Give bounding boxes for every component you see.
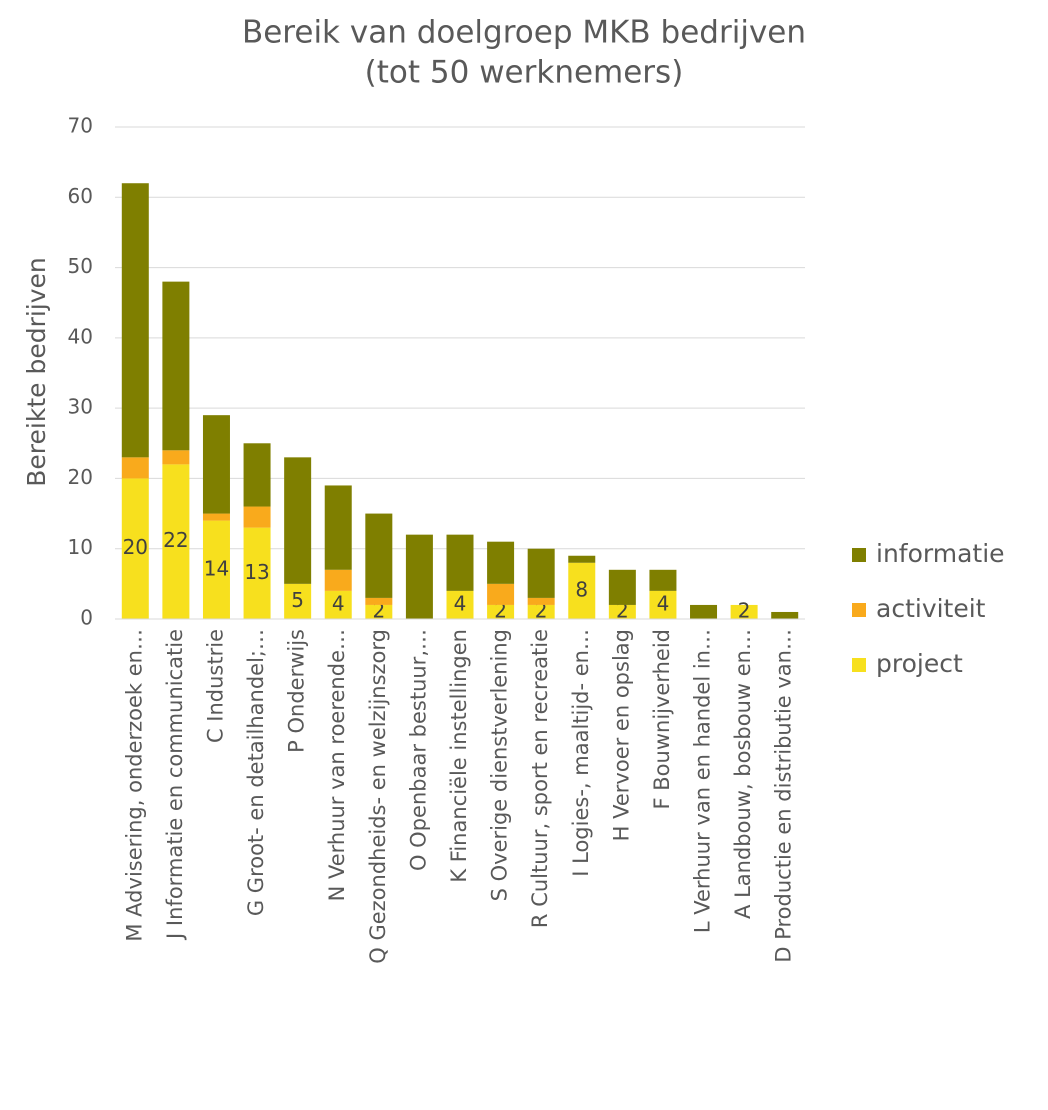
y-tick-label: 50	[68, 254, 93, 278]
x-tick-label: A Landbouw, bosbouw en…	[731, 629, 755, 919]
bar-segment	[405, 534, 433, 619]
x-tick-label: R Cultuur, sport en recreatie	[528, 629, 552, 928]
data-label: 2	[738, 598, 751, 622]
legend-swatch	[852, 658, 866, 672]
bar-segment	[649, 590, 677, 619]
bar-segment	[162, 450, 190, 465]
x-tick-label: S Overige dienstverlening	[488, 629, 512, 901]
x-tick-label: L Verhuur van en handel in…	[691, 629, 715, 933]
bar-segment	[649, 569, 677, 591]
data-label: 4	[332, 591, 345, 615]
bar-segment	[446, 590, 474, 619]
bar-segment	[487, 604, 515, 619]
bar-segment	[121, 478, 149, 619]
bar-segment	[568, 562, 596, 619]
data-label: 5	[291, 588, 304, 612]
bar-segment	[365, 513, 393, 598]
legend-label: activiteit	[876, 594, 986, 623]
bar-segment	[487, 541, 515, 584]
x-tick-label: F Bouwnijverheid	[650, 629, 674, 809]
bar-segment	[365, 597, 393, 605]
bar-segment	[487, 583, 515, 605]
data-label: 22	[163, 528, 188, 552]
bar-segment	[365, 604, 393, 619]
bar-segment	[690, 604, 718, 619]
x-tick-label: G Groot- en detailhandel;…	[244, 629, 268, 916]
legend-swatch	[852, 603, 866, 617]
legend-label: project	[876, 649, 963, 678]
chart-title: Bereik van doelgroep MKB bedrijven	[242, 15, 806, 51]
x-tick-label: Q Gezondheids- en welzijnszorg	[366, 629, 390, 964]
x-tick-label: N Verhuur van roerende…	[325, 629, 349, 901]
x-tick-label: O Openbaar bestuur,…	[406, 629, 430, 871]
bar-segment	[121, 457, 149, 479]
data-label: 20	[123, 535, 148, 559]
y-axis-label: Bereikte bedrijven	[22, 257, 51, 487]
y-tick-label: 40	[68, 324, 93, 348]
x-tick-label: P Onderwijs	[285, 629, 309, 753]
data-label: 4	[454, 591, 467, 615]
y-tick-label: 0	[80, 606, 93, 630]
y-tick-label: 30	[68, 395, 93, 419]
bar-segment	[121, 183, 149, 458]
x-tick-label: M Advisering, onderzoek en…	[122, 629, 146, 942]
bar-segment	[162, 281, 190, 451]
chart-title: (tot 50 werknemers)	[365, 55, 684, 91]
bar-segment	[527, 548, 555, 598]
bar-segment	[284, 457, 312, 584]
bar-segment	[568, 555, 596, 563]
y-tick-label: 60	[68, 184, 93, 208]
bar-segment	[324, 590, 352, 619]
bar-segment	[527, 604, 555, 619]
legend-label: informatie	[876, 539, 1005, 568]
y-tick-label: 20	[68, 465, 93, 489]
x-tick-label: C Industrie	[203, 629, 227, 743]
x-tick-label: H Vervoer en opslag	[609, 629, 633, 841]
bar-segment	[284, 583, 312, 619]
x-tick-label: J Informatie en communicatie	[163, 629, 187, 941]
bar-segment	[324, 569, 352, 591]
bar-segment	[446, 534, 474, 591]
x-tick-label: I Logies-, maaltijd- en…	[569, 629, 593, 877]
bar-segment	[608, 569, 636, 605]
bar-segment	[243, 506, 271, 528]
bar-segment	[527, 597, 555, 605]
y-tick-label: 10	[68, 535, 93, 559]
y-tick-label: 70	[68, 114, 93, 138]
bar-segment	[730, 604, 758, 619]
data-label: 13	[244, 560, 269, 584]
bar-segment	[608, 604, 636, 619]
data-label: 14	[204, 556, 229, 580]
bar-segment	[202, 513, 230, 521]
bar-segment	[202, 415, 230, 514]
bar-segment	[162, 464, 190, 619]
bar-segment	[771, 611, 799, 619]
data-label: 8	[575, 577, 588, 601]
bar-segment	[243, 443, 271, 507]
x-tick-label: K Financiële instellingen	[447, 629, 471, 883]
legend-swatch	[852, 548, 866, 562]
bar-segment	[324, 485, 352, 570]
x-tick-label: D Productie en distributie van…	[772, 629, 796, 963]
bar-segment	[243, 527, 271, 619]
bar-segment	[202, 520, 230, 619]
data-label: 4	[657, 591, 670, 615]
